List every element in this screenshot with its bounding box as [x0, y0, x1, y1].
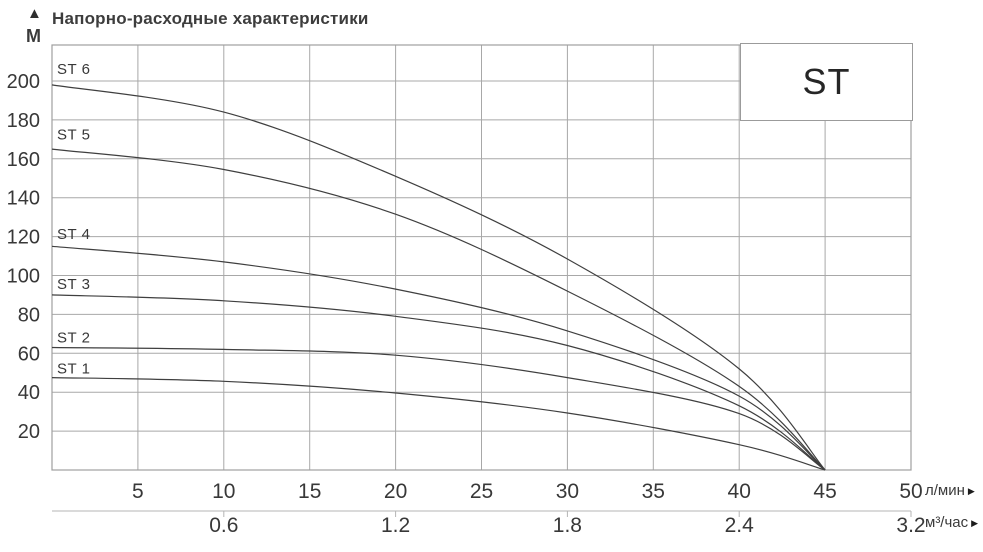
series-family-badge: ST — [740, 43, 913, 121]
secondary-tick-label: 2.4 — [725, 514, 755, 537]
chart-title: Напорно-расходные характеристики — [52, 9, 369, 28]
x-tick-label: 15 — [298, 480, 321, 503]
x-tick-label: 25 — [470, 480, 493, 503]
x-tick-label: 50 — [899, 480, 922, 503]
plot-frame — [51, 44, 912, 471]
y-tick-label: 160 — [7, 149, 40, 171]
curve-label-st-5: ST 5 — [57, 127, 90, 144]
y-tick-label: 100 — [7, 265, 40, 287]
curve-label-st-4: ST 4 — [57, 226, 90, 243]
x-tick-label: 5 — [132, 480, 144, 503]
y-axis-unit-label: М — [26, 26, 41, 46]
x-tick-label: 30 — [556, 480, 579, 503]
y-axis-up-arrow-icon: ▲ — [27, 5, 42, 22]
secondary-tick-label: 0.6 — [209, 514, 238, 537]
y-tick-label: 80 — [18, 304, 40, 326]
x-tick-label: 45 — [813, 480, 836, 503]
y-tick-label: 200 — [7, 71, 40, 93]
x-tick-label: 10 — [212, 480, 235, 503]
primary-axis-unit: л/мин ▶ — [925, 482, 975, 499]
x-tick-label: 40 — [728, 480, 751, 503]
y-tick-label: 180 — [7, 110, 40, 132]
curve-st-4 — [51, 245, 826, 471]
curve-st-5 — [51, 148, 826, 471]
secondary-tick-label: 3.2 — [896, 514, 925, 537]
curve-st-1 — [51, 377, 826, 471]
curve-st-2 — [51, 346, 826, 471]
y-tick-label: 60 — [18, 343, 40, 365]
secondary-unit-label: м³/час — [925, 514, 969, 531]
y-tick-label: 120 — [7, 227, 40, 249]
secondary-tick-label: 1.8 — [553, 514, 582, 537]
y-tick-label: 20 — [18, 421, 40, 443]
y-tick-label: 140 — [7, 188, 40, 210]
y-tick-label: 40 — [18, 382, 40, 404]
curve-label-st-3: ST 3 — [57, 276, 90, 293]
curve-label-st-1: ST 1 — [57, 361, 90, 378]
curve-st-3 — [51, 294, 826, 471]
right-arrow-icon: ▶ — [971, 517, 979, 528]
curve-label-st-6: ST 6 — [57, 61, 90, 78]
right-arrow-icon: ▶ — [967, 485, 975, 496]
primary-unit-label: л/мин — [925, 482, 965, 499]
x-tick-label: 20 — [384, 480, 407, 503]
secondary-axis-unit: м³/час ▶ — [925, 514, 978, 531]
curve-st-6 — [51, 84, 826, 471]
secondary-tick-label: 1.2 — [381, 514, 410, 537]
x-tick-label: 35 — [642, 480, 665, 503]
curve-label-st-2: ST 2 — [57, 330, 90, 347]
